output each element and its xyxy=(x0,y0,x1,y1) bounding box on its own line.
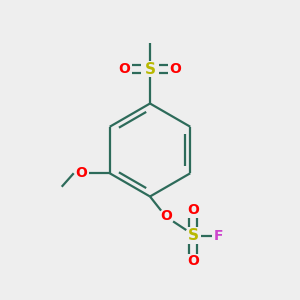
Text: O: O xyxy=(187,203,199,217)
Text: S: S xyxy=(145,61,155,76)
Text: O: O xyxy=(75,166,87,180)
Text: O: O xyxy=(169,62,181,76)
Text: O: O xyxy=(160,209,172,223)
Text: F: F xyxy=(214,229,223,242)
Text: O: O xyxy=(187,254,199,268)
Text: O: O xyxy=(118,62,130,76)
Text: S: S xyxy=(188,228,198,243)
